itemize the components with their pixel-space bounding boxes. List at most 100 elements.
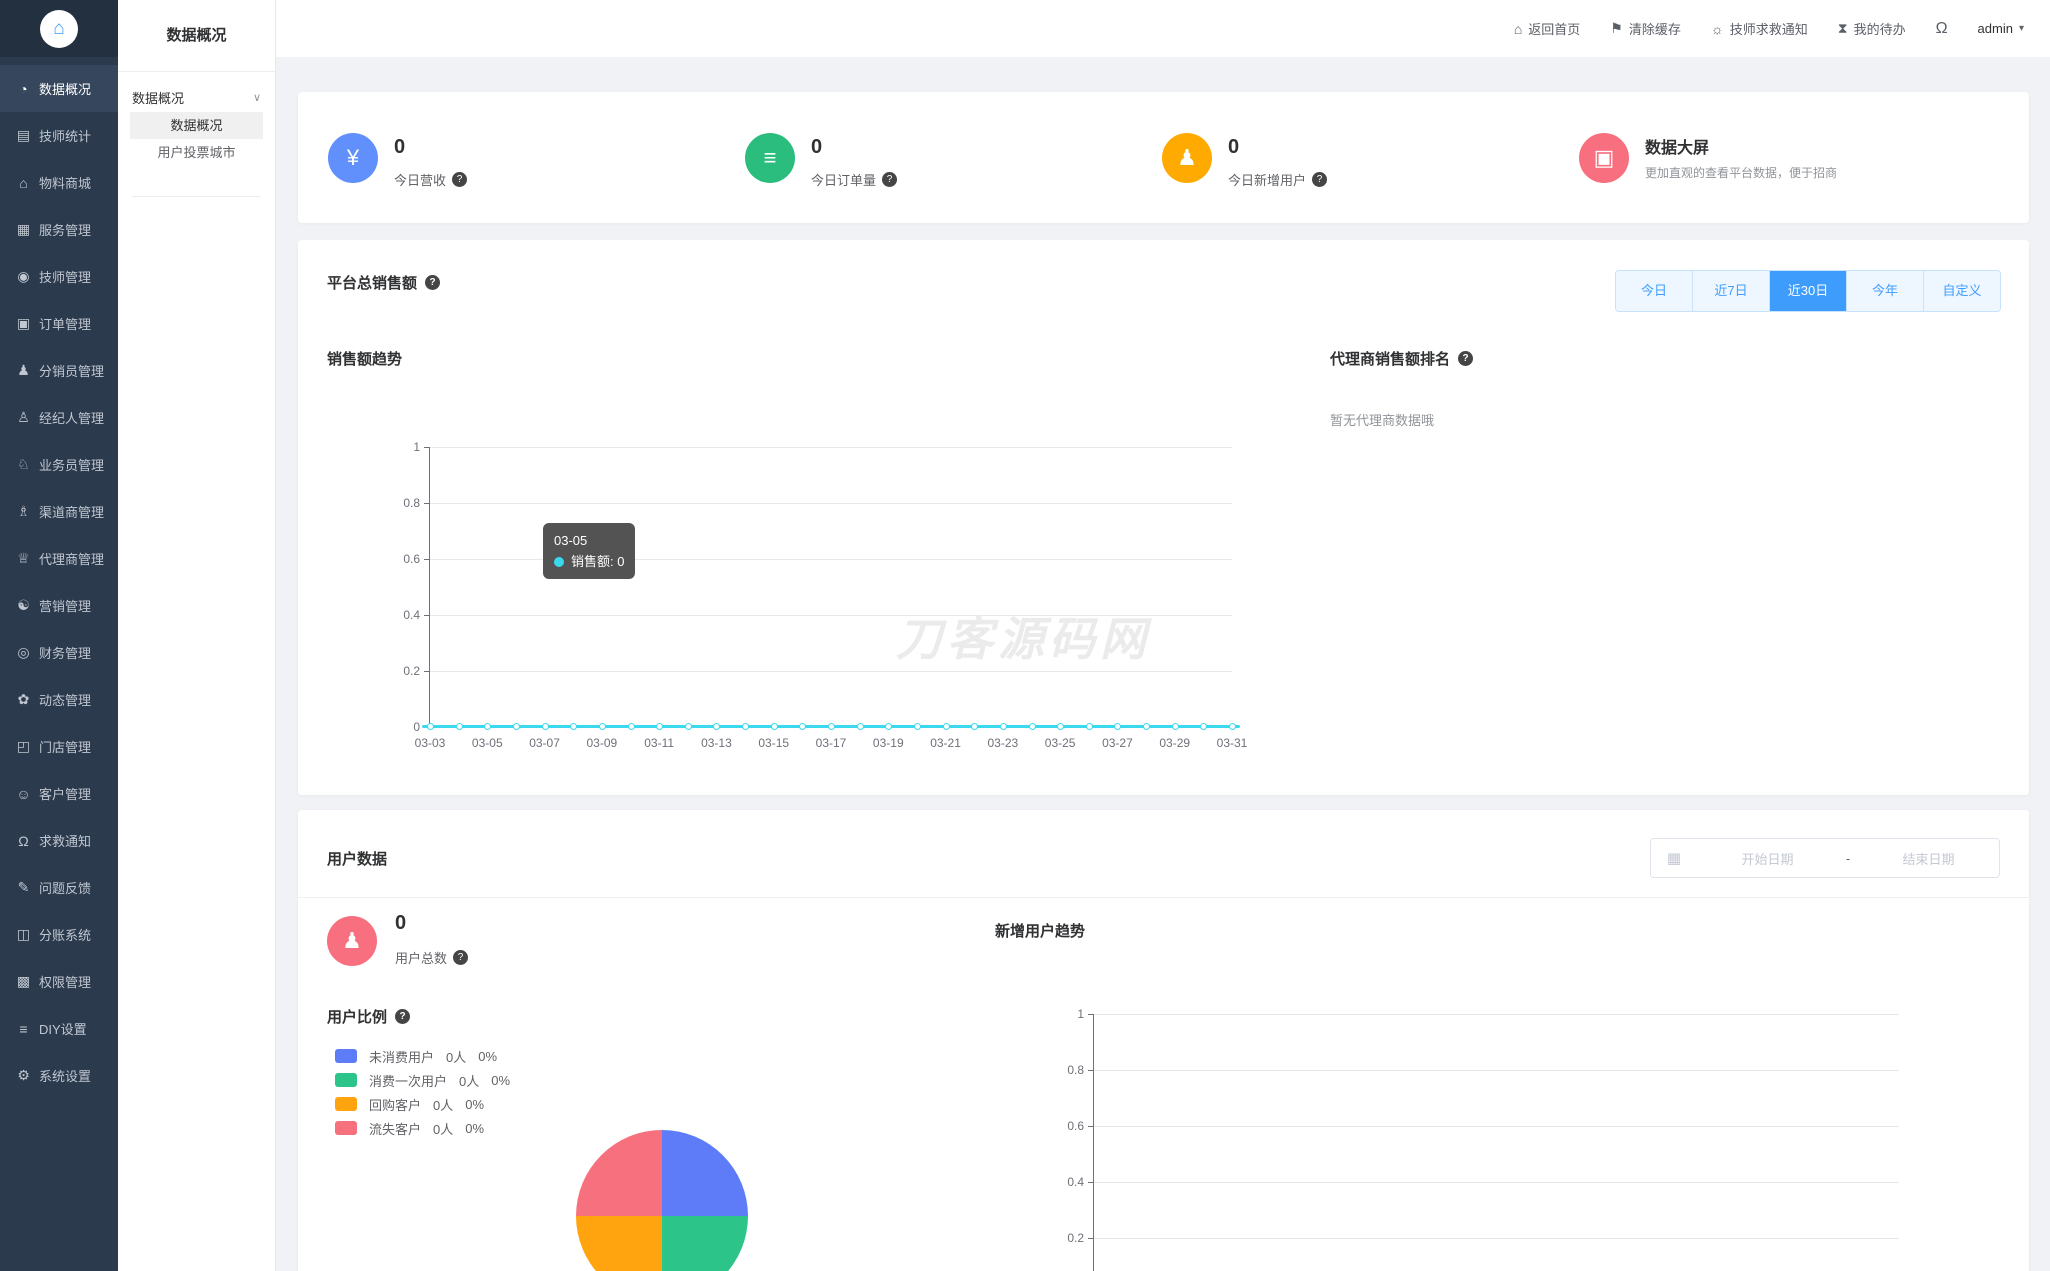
sidebar-item-pie-chart[interactable]: ◔ 数据概况 bbox=[0, 65, 118, 112]
sidebar-item-diy[interactable]: ≡ DIY设置 bbox=[0, 1005, 118, 1052]
sidebar-item-service[interactable]: ▦ 服务管理 bbox=[0, 206, 118, 253]
data-point-marker bbox=[1085, 723, 1093, 730]
panel-title: 数据概况 bbox=[118, 0, 275, 72]
sidebar-item-permission[interactable]: ▩ 权限管理 bbox=[0, 958, 118, 1005]
sidebar-item-gear[interactable]: ⚙ 系统设置 bbox=[0, 1052, 118, 1099]
stat-block-new-user: ♟ 0 今日新增用户 ? bbox=[1162, 92, 1579, 223]
submenu-item[interactable]: 数据概况 bbox=[130, 112, 263, 139]
user-total-value: 0 bbox=[395, 912, 407, 934]
data-point-marker bbox=[656, 723, 664, 730]
data-point-marker bbox=[484, 723, 492, 730]
sidebar-item-technician[interactable]: ◉ 技师管理 bbox=[0, 253, 118, 300]
legend-swatch bbox=[335, 1121, 357, 1135]
sidebar-item-ledger[interactable]: ◫ 分账系统 bbox=[0, 911, 118, 958]
person-icon: ♟ bbox=[327, 916, 377, 966]
x-tick-label: 03-09 bbox=[586, 736, 618, 750]
end-date-input[interactable]: 结束日期 bbox=[1902, 851, 1955, 867]
gridline bbox=[430, 447, 1232, 448]
data-point-marker bbox=[1057, 723, 1065, 730]
data-point-marker bbox=[828, 723, 835, 730]
topbar-link-label: 我的待办 bbox=[1853, 22, 1906, 37]
legend-item: 回购客户 0人 0% bbox=[335, 1092, 510, 1116]
data-point-marker bbox=[627, 723, 635, 730]
data-point-marker bbox=[742, 723, 750, 730]
sidebar-item-label: 分销员管理 bbox=[39, 364, 105, 379]
sidebar-item-label: 渠道商管理 bbox=[39, 505, 105, 520]
topbar-link-label: 返回首页 bbox=[1528, 22, 1581, 37]
sidebar-item-bar-chart[interactable]: ▤ 技师统计 bbox=[0, 112, 118, 159]
watermark: 刀客源码网 bbox=[896, 613, 1151, 665]
sidebar-item-order[interactable]: ▣ 订单管理 bbox=[0, 300, 118, 347]
help-icon[interactable]: ? bbox=[425, 275, 441, 290]
help-icon[interactable]: ? bbox=[452, 172, 468, 187]
sidebar-item-store[interactable]: ◰ 门店管理 bbox=[0, 723, 118, 770]
user-menu[interactable]: admin ▾ bbox=[1978, 21, 2024, 36]
data-point-marker bbox=[1114, 723, 1122, 730]
y-tick-mark bbox=[1088, 1070, 1094, 1071]
help-icon[interactable]: ? bbox=[1312, 172, 1328, 187]
legend-count: 0人 bbox=[446, 1049, 467, 1065]
x-tick-label: 03-05 bbox=[471, 736, 503, 750]
sidebar-item-distributor[interactable]: ♟ 分销员管理 bbox=[0, 347, 118, 394]
help-icon[interactable]: ? bbox=[1458, 351, 1474, 366]
diy-icon: ≡ bbox=[19, 1020, 28, 1037]
topbar-link-siren[interactable]: ☼ 技师求救通知 bbox=[1711, 19, 1808, 38]
x-tick-label: 03-13 bbox=[701, 736, 732, 750]
sidebar-item-label: 营销管理 bbox=[39, 599, 92, 614]
y-tick-mark bbox=[424, 615, 430, 616]
y-tick-label: 0 bbox=[413, 720, 420, 734]
sidebar-item-agent[interactable]: ♕ 代理商管理 bbox=[0, 535, 118, 582]
topbar-link-clear-cache[interactable]: ⚑ 清除缓存 bbox=[1610, 19, 1681, 38]
service-icon: ▦ bbox=[16, 221, 31, 237]
stat-label: 今日新增用户 ? bbox=[1228, 170, 1328, 189]
agent-ranking-empty: 暂无代理商数据哦 bbox=[1330, 413, 1435, 428]
range-tab[interactable]: 近30日 bbox=[1769, 271, 1846, 311]
sidebar-item-marketing[interactable]: ☯ 营销管理 bbox=[0, 582, 118, 629]
data-point-marker bbox=[913, 723, 921, 730]
submenu-item[interactable]: 用户投票城市 bbox=[157, 145, 236, 160]
sidebar-item-salesman[interactable]: ♘ 业务员管理 bbox=[0, 441, 118, 488]
new-user-icon: ♟ bbox=[1162, 133, 1212, 183]
users-card: 用户数据 ▦ 开始日期 - 结束日期 ♟ 0 用户总数 ? 用户比例 ? bbox=[298, 810, 2029, 1271]
data-point-marker bbox=[856, 723, 864, 730]
tooltip-date: 03-05 bbox=[554, 533, 588, 548]
x-tick-label: 03-31 bbox=[1216, 736, 1248, 750]
help-icon[interactable]: ? bbox=[453, 950, 469, 965]
help-icon[interactable]: ? bbox=[395, 1009, 411, 1024]
legend-label: 流失客户 bbox=[369, 1121, 422, 1137]
sidebar-item-news[interactable]: ✿ 动态管理 bbox=[0, 676, 118, 723]
bell-icon[interactable]: Ω bbox=[1935, 19, 1948, 37]
topbar-links: ⌂ 返回首页 ⚑ 清除缓存 ☼ 技师求救通知 ⧗ bbox=[1514, 19, 1906, 38]
sidebar-item-broker[interactable]: ♙ 经纪人管理 bbox=[0, 394, 118, 441]
sidebar-item-sos-bell[interactable]: Ω 求救通知 bbox=[0, 817, 118, 864]
topbar-link-home[interactable]: ⌂ 返回首页 bbox=[1514, 19, 1580, 38]
submenu-group[interactable]: 数据概况 ∨ bbox=[118, 82, 275, 112]
sidebar-item-label: 分账系统 bbox=[39, 928, 92, 943]
sidebar-item-feedback[interactable]: ✎ 问题反馈 bbox=[0, 864, 118, 911]
topbar-link-todo[interactable]: ⧗ 我的待办 bbox=[1838, 19, 1906, 38]
stat-block-order-list: ≡ 0 今日订单量 ? bbox=[745, 92, 1162, 223]
sales-trend-title: 销售额趋势 bbox=[327, 351, 403, 368]
sidebar-item-finance[interactable]: ◎ 财务管理 bbox=[0, 629, 118, 676]
range-tab[interactable]: 近7日 bbox=[1692, 271, 1769, 311]
y-tick-mark bbox=[1088, 1014, 1094, 1015]
help-icon[interactable]: ? bbox=[882, 172, 898, 187]
y-tick-label: 1 bbox=[1077, 1007, 1084, 1021]
date-range-picker[interactable]: ▦ 开始日期 - 结束日期 bbox=[1650, 838, 2000, 878]
sidebar-item-mall[interactable]: ⌂ 物料商城 bbox=[0, 159, 118, 206]
finance-icon: ◎ bbox=[17, 644, 30, 660]
y-tick-mark bbox=[424, 559, 430, 560]
range-tab[interactable]: 今日 bbox=[1616, 271, 1692, 311]
y-tick-label: 0.6 bbox=[1067, 1119, 1084, 1133]
user-ratio-pie-chart bbox=[576, 1130, 748, 1271]
logo[interactable]: ⌂ bbox=[0, 0, 118, 57]
pie-chart-icon: ◔ bbox=[19, 80, 28, 97]
technician-icon: ◉ bbox=[17, 268, 30, 284]
range-tab[interactable]: 今年 bbox=[1846, 271, 1923, 311]
start-date-input[interactable]: 开始日期 bbox=[1741, 851, 1794, 867]
range-tab[interactable]: 自定义 bbox=[1923, 271, 2000, 311]
siren-icon: ☼ bbox=[1710, 20, 1724, 37]
sidebar-item-channel[interactable]: ♗ 渠道商管理 bbox=[0, 488, 118, 535]
marketing-icon: ☯ bbox=[17, 597, 30, 613]
sidebar-item-customer[interactable]: ☺ 客户管理 bbox=[0, 770, 118, 817]
